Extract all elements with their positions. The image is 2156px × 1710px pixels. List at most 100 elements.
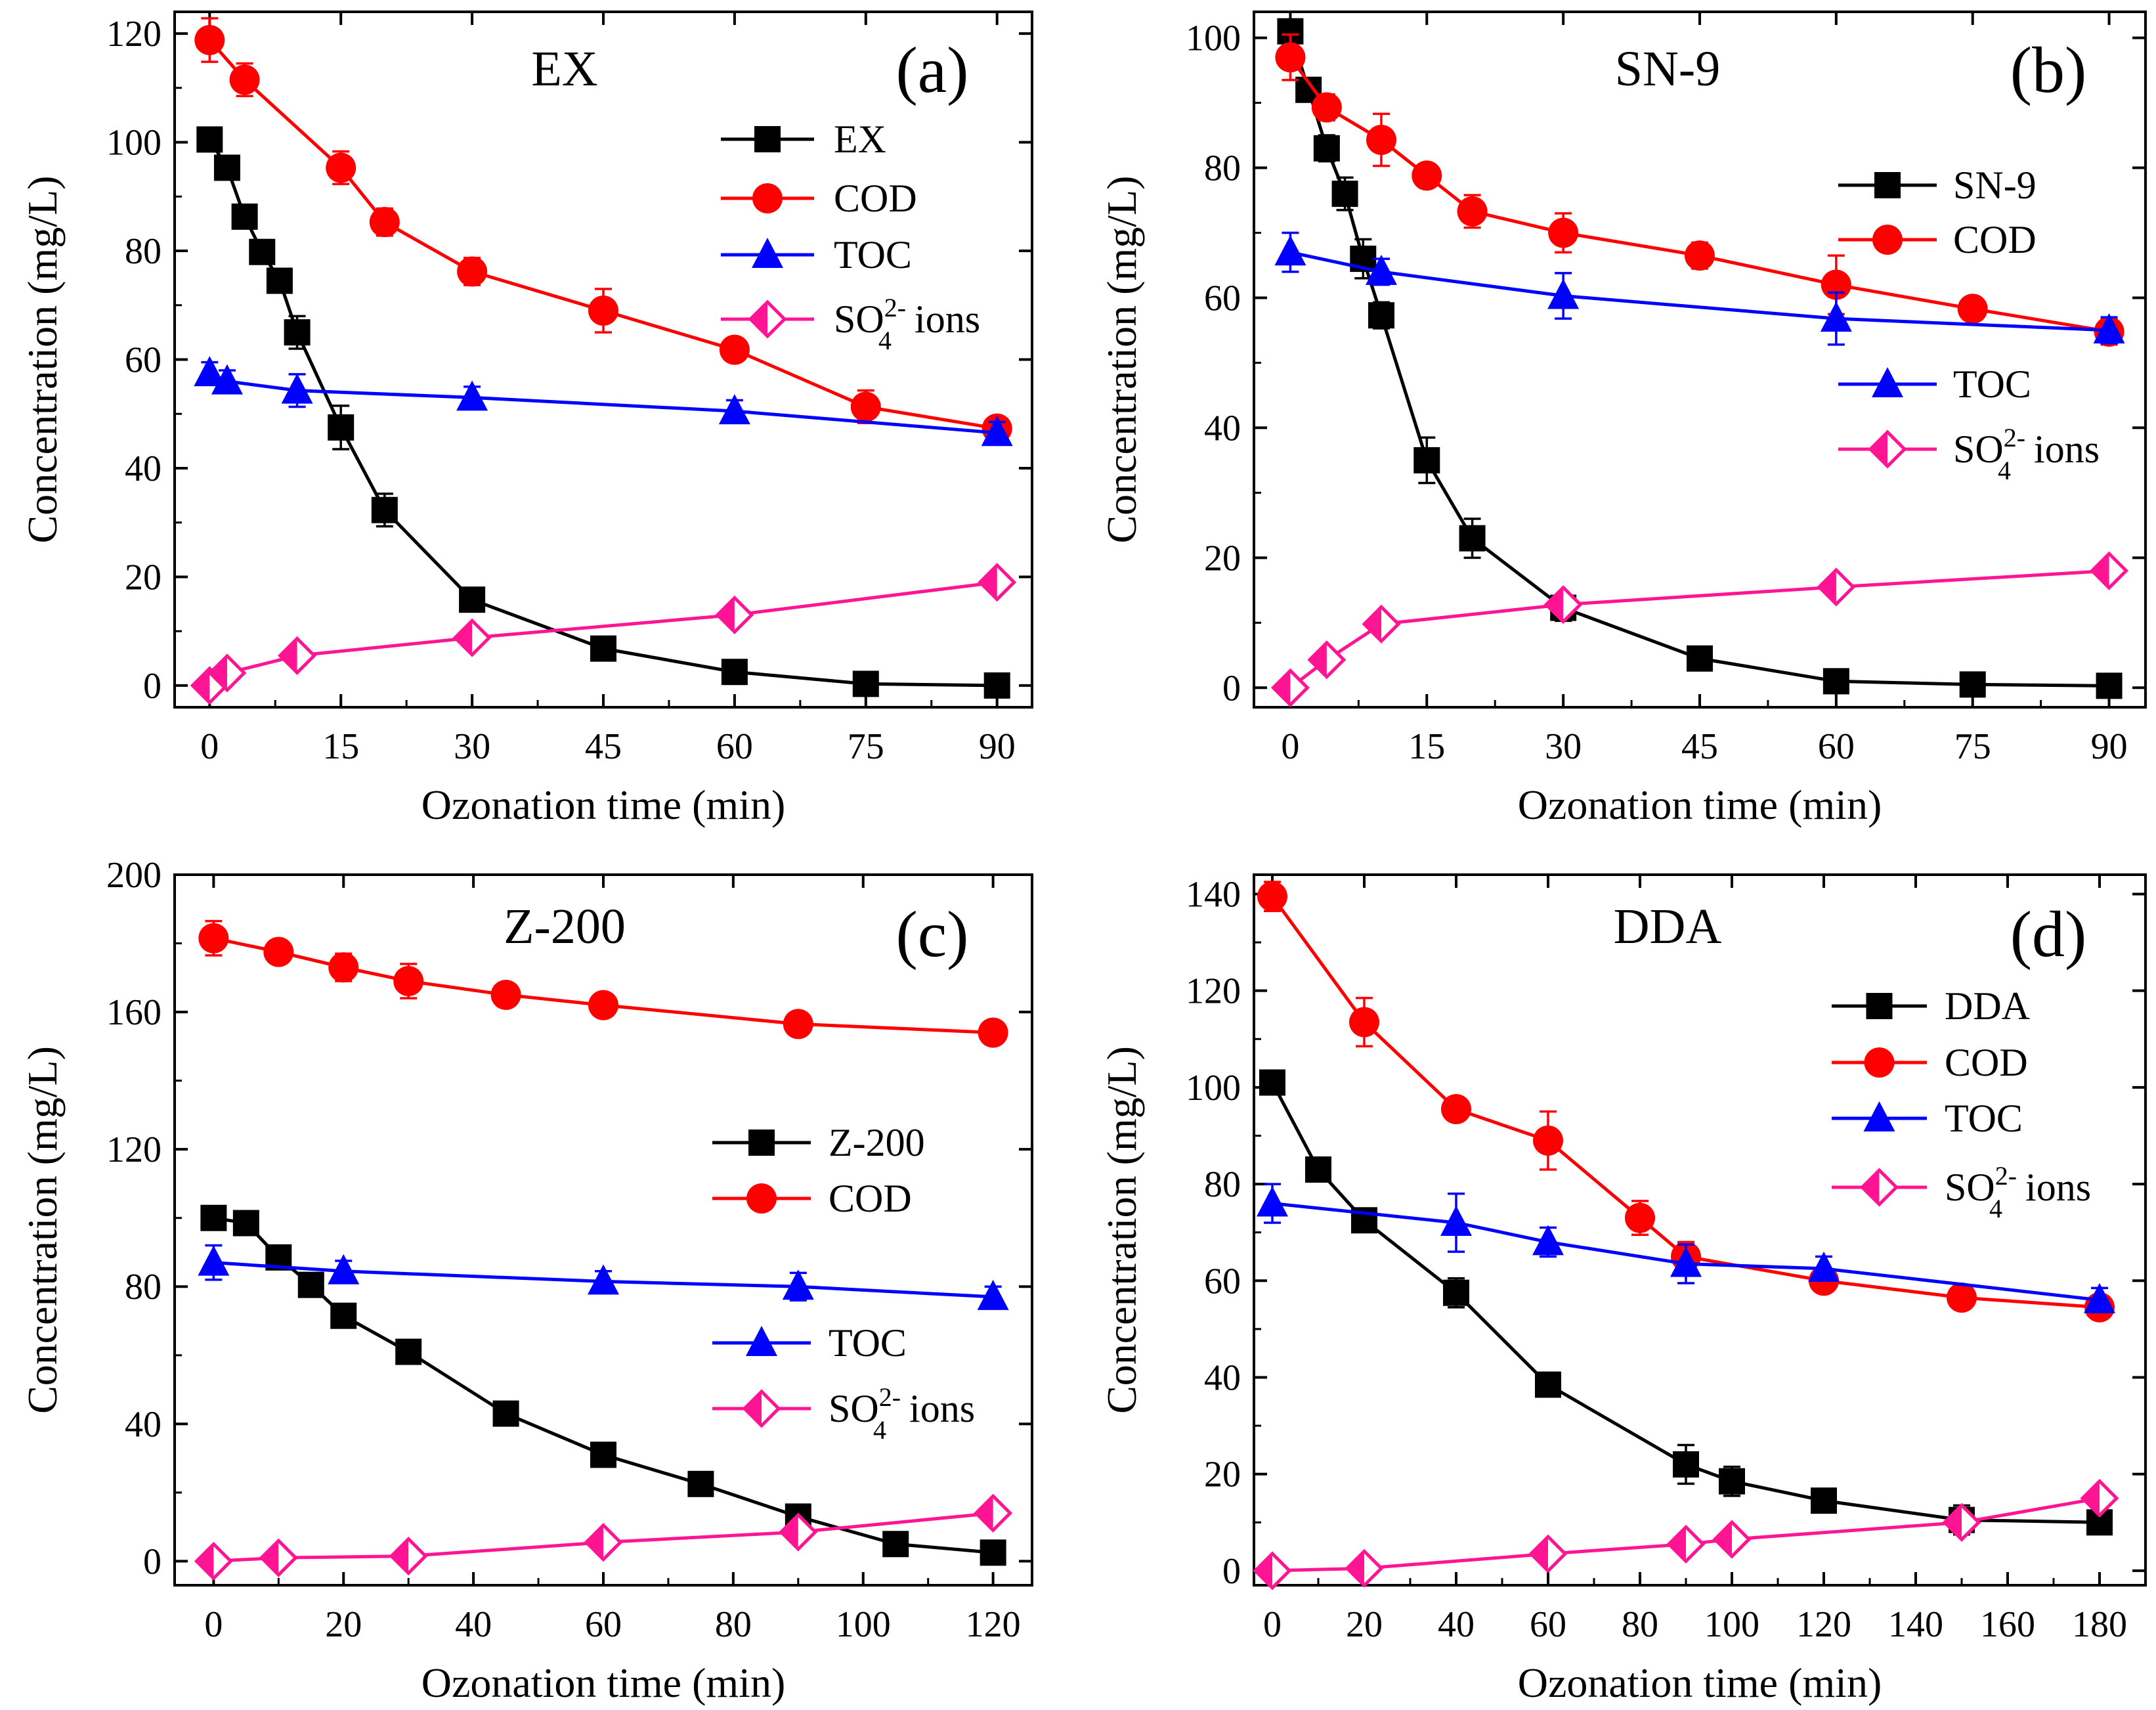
legend-marker [746,1183,777,1214]
legend-label: SO2-4 ions [1945,1161,2091,1223]
data-point [1274,235,1306,266]
data-point [1625,1202,1655,1233]
panel-title: Z-200 [504,899,626,954]
data-point [2084,1282,2115,1313]
data-point [783,1009,813,1040]
data-point [1331,181,1358,208]
panel-title: EX [531,41,597,97]
panel-tag: (b) [2010,33,2087,106]
y-tick-label: 20 [125,557,162,598]
data-point [490,979,521,1010]
y-tick-label: 120 [106,1129,162,1170]
data-point [328,414,355,441]
series-line [1270,1082,2100,1524]
series-toc [198,1244,1009,1310]
data-point [1957,294,1988,324]
data-point [782,1269,814,1300]
x-tick-label: 100 [1704,1604,1759,1645]
legend-label: Z-200 [829,1121,925,1164]
data-point [1440,1205,1472,1236]
panel-a: 0 15 30 45 60 75 90 0 20 40 60 80 100 120 Ozonation ti… [19,11,1033,828]
legend-entry: COD [1832,1041,2028,1084]
y-tick-label: 0 [1222,668,1241,709]
legend-label: SO2-4 ions [1953,423,2100,485]
series-so4-ions [194,1493,1013,1581]
data-point-fill [1669,1527,1686,1562]
y-tick-label: 160 [106,992,162,1033]
legend-label: TOC [1945,1097,2023,1140]
x-tick-label: 90 [2091,726,2128,767]
legend-marker [1872,367,1903,397]
data-point [1441,1093,1471,1124]
legend-entry: TOC [721,233,912,276]
data-point [1313,135,1340,162]
legend-entry: COD [712,1177,912,1220]
data-point [232,1210,259,1237]
y-tick-label: 60 [1204,1261,1241,1302]
data-point [198,923,229,954]
data-point [1535,1371,1561,1398]
y-tick-label: 100 [106,123,162,164]
legend-label: SO2-4 ions [829,1382,975,1445]
x-tick-label: 80 [1622,1604,1658,1645]
y-tick-label: 120 [106,14,162,55]
y-tick-label: 0 [1222,1551,1241,1592]
data-point-fill [781,1514,798,1549]
data-point [1533,1125,1563,1156]
data-point [330,1302,357,1329]
legend-label: COD [1945,1041,2028,1084]
x-axis-label: Ozonation time (min) [1518,781,1882,828]
data-point [492,1400,519,1427]
x-tick-label: 30 [454,726,490,767]
data-point [194,356,226,387]
legend-marker [1863,1101,1895,1131]
data-point [1349,1007,1379,1038]
x-tick-label: 60 [1818,726,1855,767]
legend-marker [1864,1047,1895,1078]
series-so4-ions [1253,1478,2119,1590]
panel-tag: (c) [896,898,969,971]
data-point [328,952,359,983]
legend-label: TOC [829,1321,907,1365]
legend-label: EX [834,118,886,161]
data-point [980,1539,1006,1566]
legend-entry: SO2-4 ions [1838,423,2100,485]
legend-entry: Z-200 [712,1121,925,1164]
x-tick-label: 80 [715,1604,752,1645]
data-point-fill [1347,1551,1364,1586]
x-axis-label: Ozonation time (min) [421,1659,786,1706]
series-toc [194,356,1013,447]
data-point [850,391,881,422]
legend-marker-fill [750,302,767,336]
series-cod [194,17,1012,444]
data-point [719,334,750,365]
y-tick-label: 80 [125,231,162,272]
data-point [983,672,1010,699]
x-tick-label: 140 [1888,1604,1943,1645]
data-point [1457,196,1488,227]
x-tick-label: 45 [585,726,622,767]
legend-marker-fill [1862,1170,1880,1204]
legend-entry: TOC [1832,1097,2023,1140]
data-point [590,635,616,662]
panel-c: 0 20 40 60 80 100 120 0 40 80 120 160 200 Ozonation t… [19,855,1033,1706]
data-point-fill [717,598,735,632]
data-point [1685,240,1715,271]
legend-marker [1872,225,1903,255]
legend-label: SO2-4 ions [834,293,980,355]
x-tick-label: 0 [1281,726,1299,767]
y-tick-label: 40 [125,1404,162,1445]
legend-label: TOC [834,233,912,276]
panel-d: 0 20 40 60 80 100 120 140 160 180 0 20 40 60 80 100 120 1… [1098,873,2147,1706]
y-tick-label: 140 [1186,874,1241,915]
data-point [1811,1487,1837,1514]
legend-label: SN-9 [1953,164,2037,207]
x-tick-label: 0 [200,726,219,767]
data-point-fill [1364,607,1381,642]
data-point [1459,525,1486,552]
data-point [1673,1451,1699,1478]
panel-title: DDA [1614,899,1722,954]
legend-label: COD [829,1177,912,1220]
data-point [1366,124,1396,155]
